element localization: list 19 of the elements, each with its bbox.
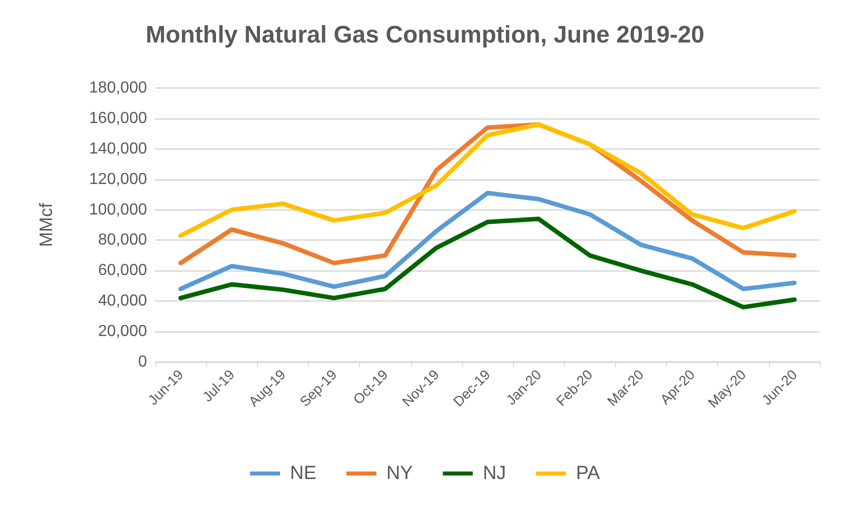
line-series [178, 190, 797, 292]
y-tick-label: 80,000 [98, 232, 148, 249]
legend-label: NJ [482, 463, 506, 484]
line-series [178, 122, 797, 238]
line-series [178, 216, 797, 310]
y-tick-label: 100,000 [89, 201, 148, 218]
y-tick-label: 120,000 [89, 170, 148, 188]
chart-title: Monthly Natural Gas Consumption, June 2019-20 [146, 22, 704, 48]
y-tick-label: 20,000 [98, 323, 148, 340]
y-tick-label: 180,000 [89, 80, 148, 96]
y-tick-label: 160,000 [89, 110, 148, 127]
y-tick-label: 60,000 [98, 262, 148, 280]
y-tick-label: 40,000 [98, 292, 148, 310]
legend-label: NY [386, 463, 414, 484]
legend-label: PA [576, 463, 600, 484]
legend-label: NE [290, 463, 316, 484]
y-tick-label: 0 [138, 354, 148, 370]
y-axis-title: MMcf [36, 202, 56, 247]
y-tick-label: 140,000 [89, 140, 148, 158]
